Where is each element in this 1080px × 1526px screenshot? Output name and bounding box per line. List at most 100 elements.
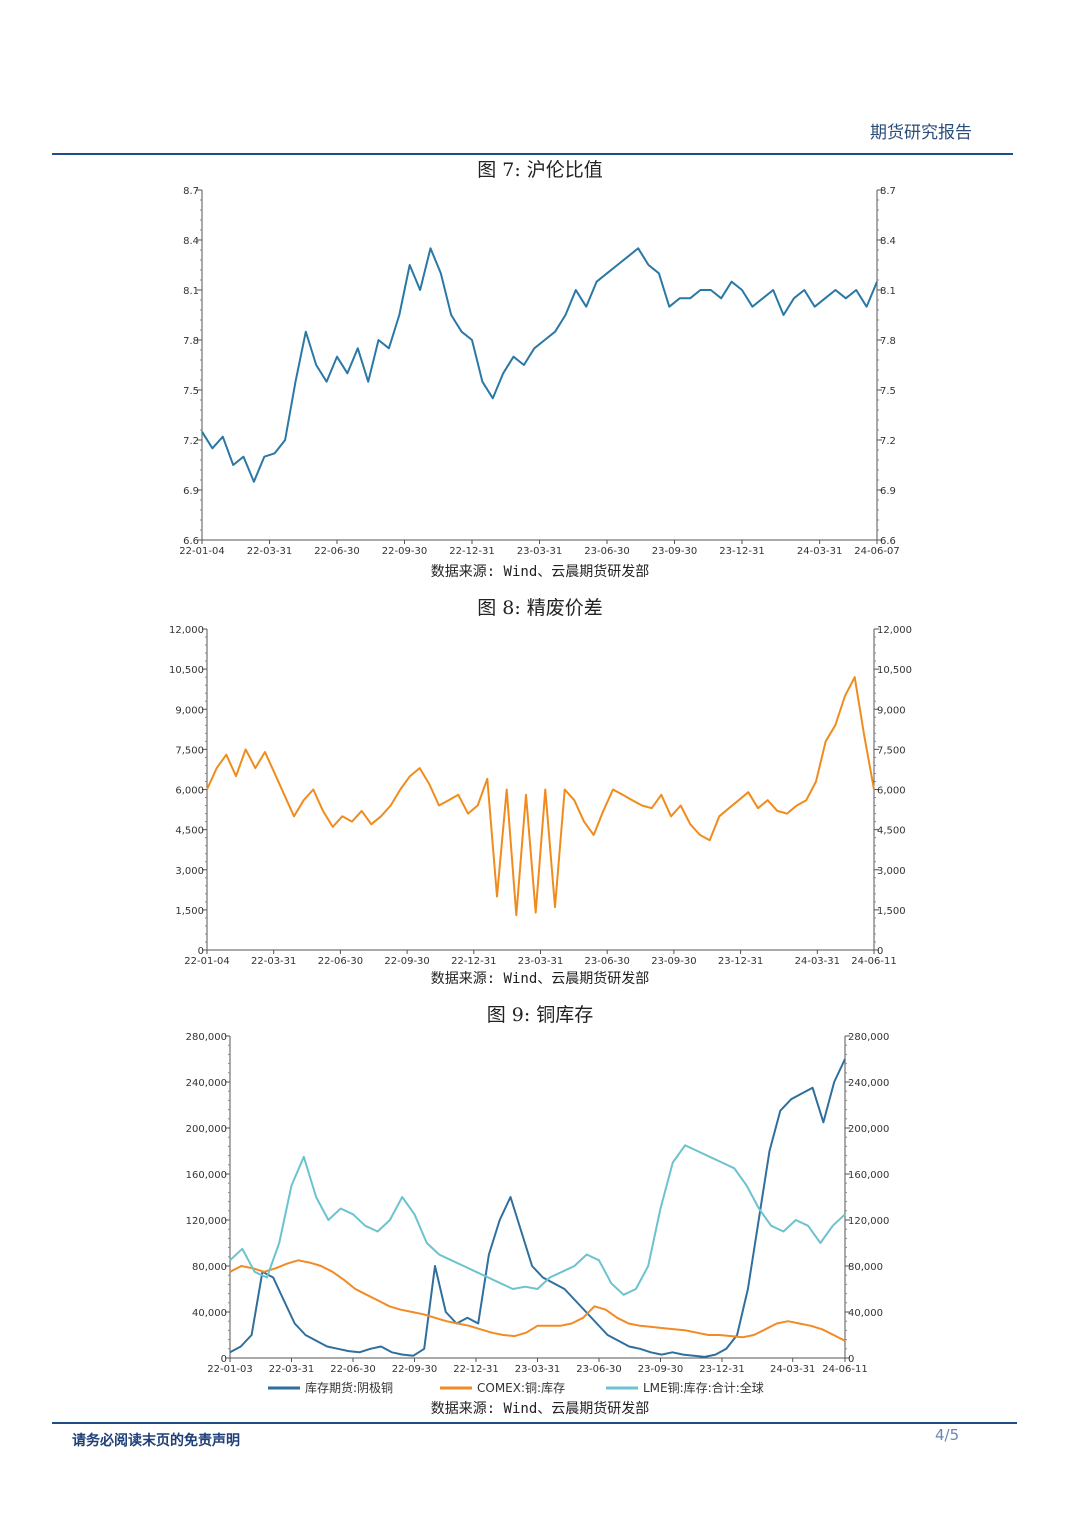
- y-tick-label-right: 280,000: [848, 1032, 889, 1043]
- y-tick-label-left: 1,500: [175, 906, 204, 917]
- y-tick-label-left: 7.2: [183, 436, 199, 447]
- x-tick-label: 23-09-30: [651, 956, 696, 967]
- y-tick-label-right: 10,500: [877, 665, 912, 676]
- x-tick-label: 24-03-31: [770, 1364, 815, 1375]
- y-tick-label-left: 12,000: [169, 625, 204, 636]
- series-line-0: [206, 676, 875, 917]
- figure-8-source: 数据来源: Wind、云晨期货研发部: [430, 971, 650, 987]
- x-tick-label: 23-12-31: [719, 546, 764, 557]
- y-tick-label-right: 160,000: [848, 1170, 889, 1181]
- y-tick-label-left: 200,000: [186, 1124, 227, 1135]
- y-tick-label-left: 6,000: [175, 786, 204, 797]
- x-tick-label: 23-12-31: [699, 1364, 744, 1375]
- x-tick-label: 22-06-30: [314, 546, 359, 557]
- y-tick-label-left: 0: [198, 946, 204, 957]
- y-tick-label-left: 280,000: [186, 1032, 227, 1043]
- y-tick-label-right: 40,000: [848, 1308, 883, 1319]
- series-line-0: [201, 247, 878, 483]
- x-tick-label: 24-06-11: [822, 1364, 867, 1375]
- x-tick-label: 24-03-31: [797, 546, 842, 557]
- x-tick-label: 22-01-03: [207, 1364, 252, 1375]
- y-tick-label-left: 6.6: [183, 536, 199, 547]
- y-tick-label-left: 160,000: [186, 1170, 227, 1181]
- y-tick-label-right: 6.6: [880, 536, 896, 547]
- x-tick-label: 24-06-07: [854, 546, 899, 557]
- legend-label: LME铜:库存:合计:全球: [643, 1380, 764, 1395]
- y-tick-label-right: 7.8: [880, 336, 896, 347]
- footer-divider: [52, 1422, 1017, 1424]
- y-tick-label-right: 120,000: [848, 1216, 889, 1227]
- y-tick-label-right: 7.5: [880, 386, 896, 397]
- y-tick-label-left: 3,000: [175, 866, 204, 877]
- series-line-0: [229, 1058, 846, 1358]
- y-tick-label-right: 0: [877, 946, 883, 957]
- y-tick-label-right: 6,000: [877, 786, 906, 797]
- y-tick-label-right: 1,500: [877, 906, 906, 917]
- x-tick-label: 23-09-30: [652, 546, 697, 557]
- legend-label: 库存期货:阴极铜: [305, 1380, 393, 1395]
- x-tick-label: 22-03-31: [247, 546, 292, 557]
- y-tick-label-right: 12,000: [877, 625, 912, 636]
- y-tick-label-right: 200,000: [848, 1124, 889, 1135]
- y-tick-label-left: 7.5: [183, 386, 199, 397]
- y-tick-label-right: 7.2: [880, 436, 896, 447]
- y-tick-label-left: 8.4: [183, 236, 199, 247]
- x-tick-label: 23-06-30: [585, 956, 630, 967]
- x-tick-label: 22-01-04: [179, 546, 224, 557]
- y-tick-label-left: 120,000: [186, 1216, 227, 1227]
- chart-figure-8: 0 0 1,500 1,500 3,000 3,000 4,500 4,500 6,000 6,0…: [169, 625, 912, 967]
- x-tick-label: 22-06-30: [330, 1364, 375, 1375]
- x-tick-label: 23-12-31: [718, 956, 763, 967]
- x-tick-label: 23-03-31: [515, 1364, 560, 1375]
- x-tick-label: 23-03-31: [518, 956, 563, 967]
- x-tick-label: 22-12-31: [451, 956, 496, 967]
- y-tick-label-left: 4,500: [175, 826, 204, 837]
- disclaimer-note: 请务必阅读末页的免责声明: [72, 1433, 240, 1449]
- y-tick-label-left: 80,000: [192, 1262, 227, 1273]
- legend-label: COMEX:铜:库存: [477, 1380, 565, 1395]
- x-tick-label: 23-06-30: [584, 546, 629, 557]
- x-tick-label: 22-03-31: [251, 956, 296, 967]
- x-tick-label: 22-09-30: [384, 956, 429, 967]
- y-tick-label-left: 10,500: [169, 665, 204, 676]
- y-tick-label-left: 0: [221, 1354, 227, 1365]
- series-line-2: [229, 1144, 846, 1296]
- chart-figure-7: 6.6 6.6 6.9 6.9 7.2 7.2 7.5 7.5 7.8 7.8 8.1 8.1 8.4 8…: [179, 186, 899, 557]
- x-tick-label: 22-03-31: [269, 1364, 314, 1375]
- figure-7-source: 数据来源: Wind、云晨期货研发部: [430, 564, 650, 580]
- y-tick-label-right: 8.7: [880, 186, 896, 197]
- x-tick-label: 24-06-11: [851, 956, 896, 967]
- y-tick-label-right: 8.4: [880, 236, 896, 247]
- figure-7-title: 图 7: 沪伦比值: [477, 159, 603, 181]
- y-tick-label-right: 9,000: [877, 705, 906, 716]
- x-tick-label: 22-06-30: [318, 956, 363, 967]
- chart-figure-9: 0 0 40,000 40,000 80,000 80,000 120,000 120,000…: [186, 1032, 890, 1395]
- y-tick-label-left: 7,500: [175, 745, 204, 756]
- y-tick-label-right: 240,000: [848, 1078, 889, 1089]
- y-tick-label-left: 6.9: [183, 486, 199, 497]
- figure-8-title: 图 8: 精废价差: [477, 597, 603, 619]
- x-tick-label: 22-09-30: [392, 1364, 437, 1375]
- y-tick-label-left: 9,000: [175, 705, 204, 716]
- x-tick-label: 22-01-04: [184, 956, 229, 967]
- y-tick-label-right: 80,000: [848, 1262, 883, 1273]
- y-tick-label-right: 0: [848, 1354, 854, 1365]
- header-divider: [52, 153, 1013, 155]
- figure-9-source: 数据来源: Wind、云晨期货研发部: [430, 1401, 650, 1417]
- x-tick-label: 23-03-31: [517, 546, 562, 557]
- y-tick-label-right: 8.1: [880, 286, 896, 297]
- series-line-1: [229, 1259, 846, 1342]
- x-tick-label: 24-03-31: [795, 956, 840, 967]
- y-tick-label-left: 240,000: [186, 1078, 227, 1089]
- x-tick-label: 22-12-31: [453, 1364, 498, 1375]
- y-tick-label-right: 4,500: [877, 826, 906, 837]
- y-tick-label-left: 8.7: [183, 186, 199, 197]
- y-tick-label-right: 3,000: [877, 866, 906, 877]
- x-tick-label: 23-06-30: [576, 1364, 621, 1375]
- y-tick-label-right: 7,500: [877, 745, 906, 756]
- x-tick-label: 23-09-30: [638, 1364, 683, 1375]
- y-tick-label-left: 8.1: [183, 286, 199, 297]
- y-tick-label-left: 40,000: [192, 1308, 227, 1319]
- page-number: 4/5: [935, 1426, 960, 1444]
- report-header-title: 期货研究报告: [870, 123, 972, 143]
